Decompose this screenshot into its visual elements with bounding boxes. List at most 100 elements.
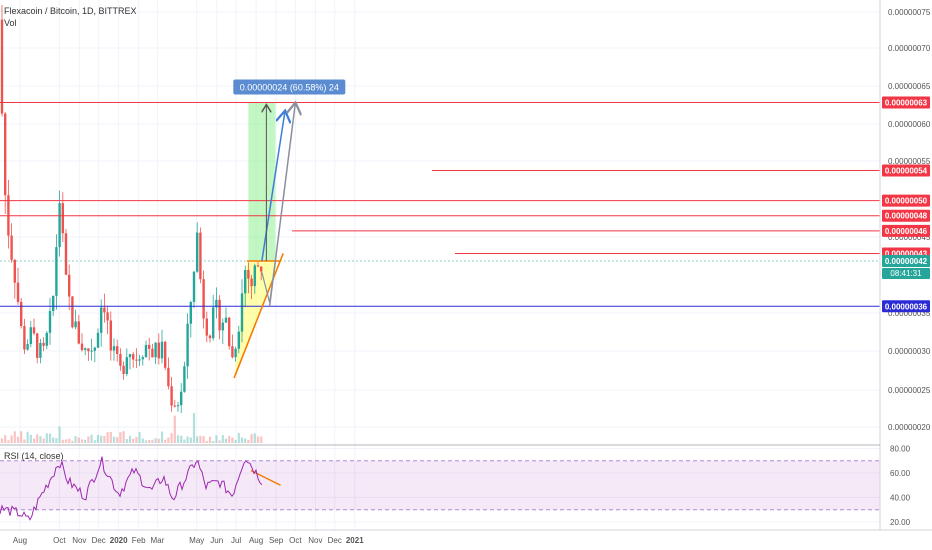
volume-bar xyxy=(16,436,20,443)
candle-body xyxy=(170,386,173,406)
volume-bar xyxy=(39,436,42,443)
volume-bar xyxy=(13,431,16,443)
candle-body xyxy=(96,332,100,348)
volume-bar xyxy=(32,438,36,443)
volume-bar xyxy=(100,435,103,443)
price-tick-label: 0.00000045 xyxy=(888,233,931,242)
time-tick-label: Mar xyxy=(150,536,164,545)
candle-body xyxy=(71,296,74,328)
volume-bar xyxy=(71,440,74,443)
candle-body xyxy=(4,113,7,196)
countdown-text: 08:41:31 xyxy=(890,269,922,278)
volume-bar xyxy=(234,439,237,443)
volume-bar xyxy=(52,437,55,443)
candle-body xyxy=(192,271,196,302)
candle-body xyxy=(39,342,42,358)
candle-body xyxy=(237,331,240,349)
candle-body xyxy=(109,320,112,351)
candle-body xyxy=(253,265,256,287)
volume-bar xyxy=(93,440,96,443)
volume-bar xyxy=(202,436,205,443)
breakout-arrow-blue xyxy=(261,111,285,262)
candle-body xyxy=(234,348,237,358)
volume-bar xyxy=(244,438,247,443)
time-tick-label: Jun xyxy=(210,536,223,545)
volume-bar xyxy=(160,431,164,443)
volume-bars xyxy=(0,413,263,443)
candle-body xyxy=(112,346,116,351)
time-tick-label: 2020 xyxy=(110,536,128,545)
candle-body xyxy=(77,321,80,344)
rsi-line xyxy=(0,456,263,521)
candle-body xyxy=(244,269,247,294)
level-price-text: 0.00000042 xyxy=(885,257,928,266)
candle-body xyxy=(0,19,4,114)
candle-body xyxy=(122,365,125,375)
volume-bar xyxy=(96,434,100,443)
drawings: 0.00000024 (60.58%) 24 xyxy=(233,79,346,486)
rsi-band-fill xyxy=(0,460,880,510)
volume-bar xyxy=(173,415,176,443)
price-tick-label: 0.00000025 xyxy=(888,386,931,395)
candle-body xyxy=(119,354,122,366)
rsi-band xyxy=(0,460,880,511)
time-tick-label: Dec xyxy=(92,536,106,545)
candle-body xyxy=(205,318,208,336)
candle-body xyxy=(16,282,20,302)
volume-bar xyxy=(87,436,90,443)
time-tick-label: Aug xyxy=(13,536,27,545)
candle-body xyxy=(186,323,189,367)
volume-bar xyxy=(64,439,68,443)
volume-bar xyxy=(151,439,154,443)
volume-bar xyxy=(128,435,132,443)
candle-body xyxy=(64,233,68,275)
candle-body xyxy=(196,232,199,272)
volume-bar xyxy=(77,437,80,443)
rsi-tick-label: 80.00 xyxy=(890,445,911,454)
volume-bar xyxy=(119,432,122,443)
volume-bar xyxy=(237,432,240,443)
candle-body xyxy=(183,366,186,392)
level-price-badge xyxy=(882,209,930,222)
volume-bar xyxy=(45,433,48,443)
level-price-text: 0.00000048 xyxy=(885,212,928,221)
candle-body xyxy=(260,266,263,272)
volume-bar xyxy=(135,437,138,443)
price-tick-label: 0.00000065 xyxy=(888,82,931,91)
time-tick-label: Dec xyxy=(328,536,342,545)
volume-bar xyxy=(189,437,192,443)
rsi-tick-label: 20.00 xyxy=(890,518,911,527)
price-tick-label: 0.00000060 xyxy=(888,120,931,129)
candle-body xyxy=(176,405,180,407)
candle-body xyxy=(20,301,23,327)
horizontal-levels xyxy=(0,102,880,307)
price-tick-label: 0.00000030 xyxy=(888,347,931,356)
volume-bar xyxy=(192,413,196,443)
symbol-title: Flexacoin / Bitcoin, 1D, BITTREX xyxy=(4,6,137,16)
candle-body xyxy=(90,350,93,352)
candle-body xyxy=(48,311,52,333)
rsi-legend: RSI (14, close) xyxy=(4,451,64,461)
candle-body xyxy=(84,348,87,350)
volume-bar xyxy=(218,440,221,443)
candle-body xyxy=(167,367,170,387)
volume-bar xyxy=(176,435,180,443)
candles xyxy=(0,4,263,414)
candle-body xyxy=(247,269,250,279)
time-tick-label: Sep xyxy=(269,536,284,545)
candle-body xyxy=(132,354,135,360)
candle-body xyxy=(29,327,32,345)
volume-bar xyxy=(68,438,71,443)
candle-body xyxy=(160,341,164,359)
volume-bar xyxy=(58,426,61,443)
candle-body xyxy=(144,344,148,358)
volume-bar xyxy=(247,439,250,443)
grid xyxy=(0,0,880,530)
candle-body xyxy=(23,326,26,350)
measure-badge xyxy=(233,79,346,95)
level-price-badge xyxy=(882,224,930,237)
candle-body xyxy=(74,321,77,328)
volume-bar xyxy=(186,436,189,443)
